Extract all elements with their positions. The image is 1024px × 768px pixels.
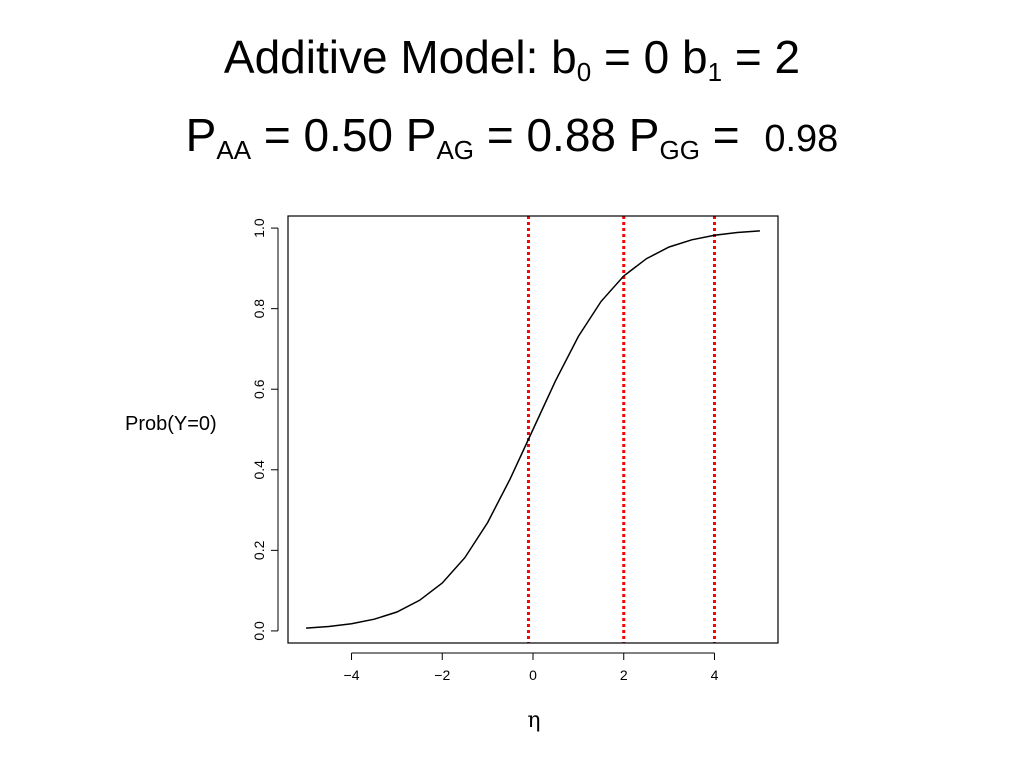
- slide-title-line1: Additive Model: b0 = 0 b1 = 2: [0, 31, 1024, 85]
- x-tick-label: −4: [344, 667, 360, 683]
- p-aa-value: = 0.50: [251, 109, 406, 161]
- slide-title-line2: PAA = 0.50 PAG = 0.88 PGG = 0.98: [0, 109, 1024, 163]
- y-tick-label: 0.2: [251, 540, 267, 560]
- title-sub-b1: 1: [707, 57, 723, 87]
- p-aa-symbol: P: [185, 109, 217, 161]
- y-tick-label: 0.0: [251, 621, 267, 641]
- x-axis: −4 −2 0 2 4: [344, 652, 719, 683]
- p-gg-equals: =: [699, 109, 753, 161]
- p-gg-value: 0.98: [764, 118, 839, 160]
- plot-frame: [287, 215, 779, 644]
- p-gg-symbol: P: [628, 109, 660, 161]
- title-text-c: = 2: [722, 31, 801, 83]
- title-text-b: = 0 b: [591, 31, 708, 83]
- x-tick-label: −2: [434, 667, 450, 683]
- x-axis-label: η: [527, 708, 541, 733]
- title-text-a: Additive Model: b: [223, 31, 577, 83]
- title-sub-b0: 0: [576, 57, 592, 87]
- y-tick-label: 1.0: [251, 218, 267, 238]
- y-axis: 0.0 0.2 0.4 0.6 0.8 1.0: [251, 218, 279, 641]
- y-tick-label: 0.6: [251, 379, 267, 399]
- y-tick-label: 0.4: [251, 460, 267, 480]
- p-ag-value: = 0.88: [474, 109, 629, 161]
- p-ag-sub: AG: [436, 135, 475, 165]
- p-gg-sub: GG: [659, 135, 700, 165]
- x-tick-label: 0: [529, 667, 537, 683]
- curve-layer: [306, 230, 760, 629]
- y-axis-label: Prob(Y=0): [125, 413, 217, 435]
- p-ag-symbol: P: [405, 109, 437, 161]
- p-aa-sub: AA: [216, 135, 252, 165]
- x-tick-label: 4: [711, 667, 719, 683]
- x-tick-label: 2: [620, 667, 628, 683]
- series-line-0: [306, 230, 760, 629]
- vertical-reference-lines: [526, 216, 716, 643]
- y-tick-label: 0.8: [251, 299, 267, 319]
